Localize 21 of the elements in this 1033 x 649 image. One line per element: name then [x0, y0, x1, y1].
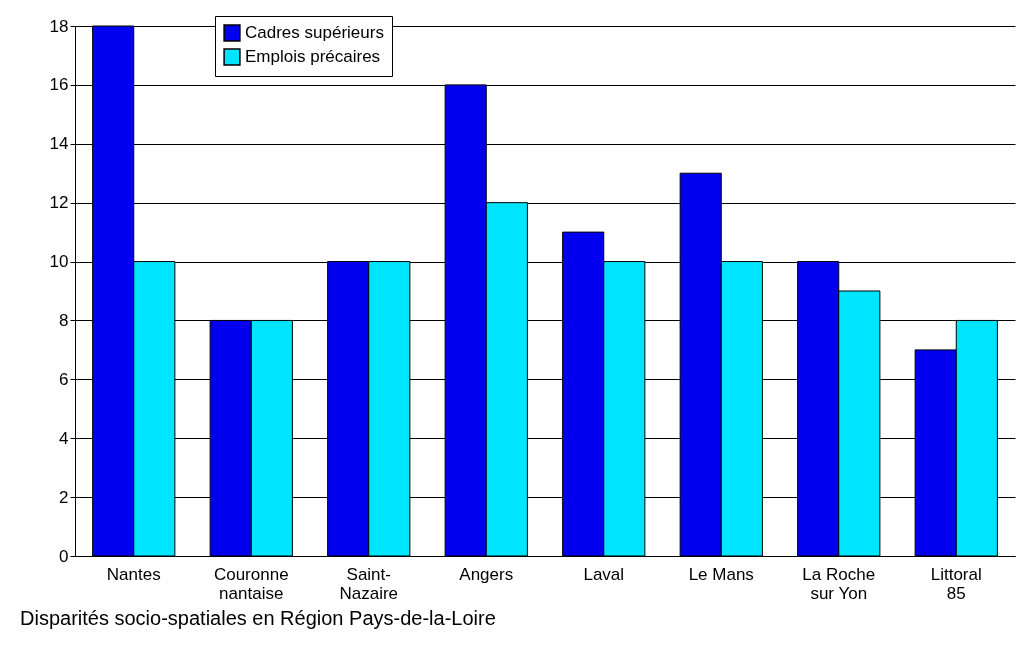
y-tick-label: 12 [49, 193, 69, 213]
y-tick-label: 10 [49, 252, 69, 272]
x-tick-label: Nantes [106, 564, 161, 584]
y-tick-label: 6 [59, 369, 69, 389]
legend-label: Cadres supérieurs [245, 23, 384, 42]
y-tick-label: 2 [59, 487, 69, 507]
y-tick-label: 8 [59, 310, 69, 330]
x-tick-label: Couronne nantaise [213, 564, 289, 603]
text: Disparités socio-spatiales en Région Pays-de-la-Loire [20, 607, 496, 629]
y-tick-label: 4 [59, 428, 69, 448]
y-tick-label: 18 [49, 16, 69, 36]
y-tick-label: 14 [49, 134, 69, 154]
legend-label: Emplois précaires [245, 47, 381, 66]
x-tick-label: Littoral 85 [930, 564, 982, 603]
y-tick-label: 0 [59, 546, 69, 566]
x-tick-label: Le Mans [688, 564, 754, 584]
x-tick-label: La Roche sur Yon [802, 564, 876, 603]
y-tick-label: 16 [49, 75, 69, 95]
x-tick-label: Angers [459, 564, 514, 584]
x-tick-label: Laval [583, 564, 625, 584]
x-tick-label: Saint-Nazaire [339, 564, 399, 603]
